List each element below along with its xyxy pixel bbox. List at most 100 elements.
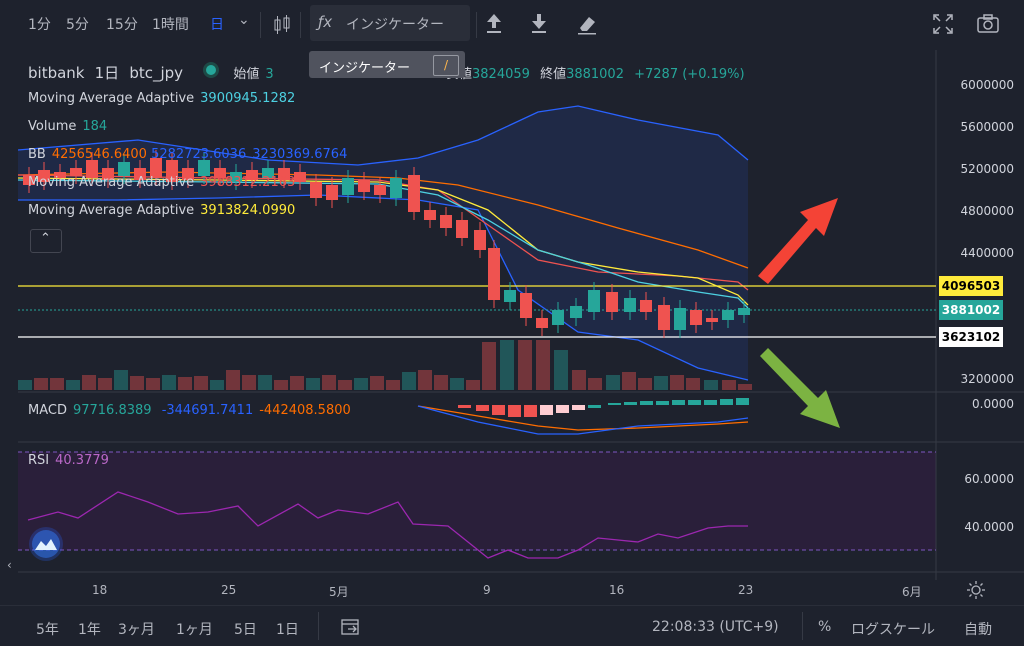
rsi-axis-label: 60.0000 <box>964 472 1014 486</box>
interval-15m[interactable]: 15分 <box>106 17 138 33</box>
range-5y[interactable]: 5年 <box>36 622 59 638</box>
macd-signal-value: -442408.5800 <box>259 403 351 418</box>
candle-body <box>374 185 386 195</box>
volume-value: 184 <box>82 119 108 134</box>
volume-bar <box>418 370 432 390</box>
toolbar-divider <box>260 12 261 38</box>
symbol-pair: btc_jpy <box>129 64 184 82</box>
candle-body <box>706 318 718 322</box>
legend-ma2[interactable]: Moving Average Adaptive 3988312.2163 <box>28 175 301 190</box>
candle-body <box>38 170 50 182</box>
eraser-icon[interactable] <box>576 12 598 36</box>
volume-name: Volume <box>28 119 77 134</box>
candle-body <box>588 290 600 312</box>
interval-5m[interactable]: 5分 <box>66 17 89 33</box>
candle-body <box>134 168 146 180</box>
ma2-value: 3988312.2163 <box>200 175 296 190</box>
auto-scale-toggle[interactable]: 自動 <box>964 622 992 638</box>
chart-canvas[interactable] <box>18 50 1024 580</box>
candle-body <box>166 160 178 182</box>
legend-collapse-button[interactable]: ⌃ <box>30 229 62 253</box>
volume-bar <box>386 380 400 390</box>
chevron-up-icon: ⌃ <box>40 231 51 246</box>
candle-body <box>102 168 114 180</box>
rsi-value: 40.3779 <box>55 453 109 468</box>
legend-volume[interactable]: Volume 184 <box>28 119 113 134</box>
range-1m[interactable]: 1ヶ月 <box>176 622 213 638</box>
bb-lower-line <box>18 194 749 381</box>
download-icon[interactable] <box>529 12 549 36</box>
horizontal-line-price-tag[interactable]: 3623102 <box>939 327 1003 347</box>
range-5d[interactable]: 5日 <box>234 622 257 638</box>
fullscreen-icon[interactable] <box>932 13 954 35</box>
macd-histogram-bar <box>736 398 749 405</box>
price-axis-label: 4800000 <box>960 204 1014 218</box>
candle-body <box>674 308 686 330</box>
tradingview-logo-icon[interactable] <box>28 526 64 562</box>
log-scale-toggle[interactable]: ログスケール <box>851 622 935 638</box>
clock[interactable]: 22:08:33 (UTC+9) <box>652 619 779 635</box>
main-pane <box>18 50 936 392</box>
macd-histogram-bar <box>656 401 669 405</box>
volume-bar <box>588 378 602 390</box>
range-1d[interactable]: 1日 <box>276 622 299 638</box>
macd-histogram-bar <box>608 403 621 405</box>
macd-line <box>417 405 749 435</box>
toolbar-divider <box>476 12 477 38</box>
candle-body <box>182 168 194 180</box>
volume-bar <box>306 378 320 390</box>
candle-body <box>278 168 290 180</box>
percent-toggle[interactable]: % <box>818 619 832 635</box>
horizontal-line-price-tag[interactable]: 4096503 <box>939 276 1003 296</box>
volume-bar <box>194 376 208 390</box>
chart-area[interactable]: bitbank 1日 btc_jpy 始値 3 安値3824059 終値38810… <box>7 50 1024 580</box>
macd-histogram-bar <box>624 402 637 405</box>
candle-body <box>358 180 370 192</box>
interval-1d[interactable]: 日 <box>210 17 224 33</box>
price-axis-label: 3200000 <box>960 372 1014 386</box>
time-axis-label: 9 <box>483 583 491 597</box>
tooltip-text: インジケーター <box>319 61 411 76</box>
interval-1m[interactable]: 1分 <box>28 17 51 33</box>
bb-basis-value: 4256546.6400 <box>51 147 147 162</box>
volume-bar <box>226 370 240 390</box>
macd-line-value: -344691.7411 <box>161 403 254 418</box>
legend-macd[interactable]: MACD 97716.8389 -344691.7411 -442408.5800 <box>28 403 357 418</box>
macd-histogram-bar <box>588 405 601 408</box>
volume-bar <box>572 370 586 390</box>
indicators-button[interactable]: ƒx インジケーター <box>310 5 470 41</box>
legend-ma1[interactable]: Moving Average Adaptive 3900945.1282 <box>28 91 301 106</box>
volume-bar <box>130 376 144 390</box>
bottom-divider <box>802 612 803 640</box>
function-icon: ƒx <box>318 13 333 31</box>
interval-1h[interactable]: 1時間 <box>152 17 189 33</box>
macd-histogram-bar <box>458 405 471 408</box>
bb-upper-line <box>18 105 749 166</box>
volume-bar <box>114 370 128 390</box>
candle-body <box>424 210 436 220</box>
chevron-down-icon[interactable]: ⌄ <box>238 12 250 28</box>
volume-bar <box>210 380 224 390</box>
legend-rsi[interactable]: RSI 40.3779 <box>28 453 115 468</box>
symbol-name[interactable]: bitbank <box>28 64 85 82</box>
volume-bar <box>50 378 64 390</box>
upload-icon[interactable] <box>484 12 504 36</box>
legend-bb[interactable]: BB 4256546.6400 5282723.6036 3230369.6764 <box>28 147 353 162</box>
volume-bar <box>738 384 752 390</box>
bb-name: BB <box>28 147 46 162</box>
candlestick-icon[interactable] <box>272 14 292 36</box>
range-1y[interactable]: 1年 <box>78 622 101 638</box>
candle-body <box>230 172 242 182</box>
range-3m[interactable]: 3ヶ月 <box>118 622 155 638</box>
macd-histogram-bar <box>540 405 553 415</box>
candle-body <box>198 160 210 176</box>
camera-icon[interactable] <box>976 13 1000 35</box>
calendar-goto-icon[interactable] <box>340 617 362 637</box>
volume-bar <box>654 376 668 390</box>
volume-bar <box>242 375 256 390</box>
candle-body <box>70 168 82 176</box>
settings-sun-icon[interactable] <box>966 580 986 600</box>
volume-bar <box>258 375 272 390</box>
legend-ma3[interactable]: Moving Average Adaptive 3913824.0990 <box>28 203 301 218</box>
chevron-left-icon[interactable]: ‹ <box>7 558 12 572</box>
